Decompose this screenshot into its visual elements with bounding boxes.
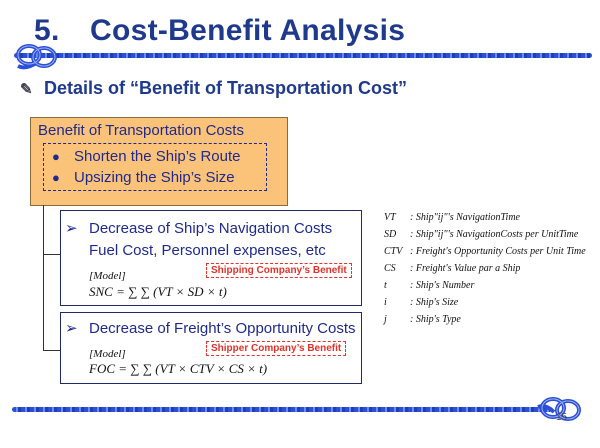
arrow-bullet-icon: ➢ bbox=[65, 220, 78, 237]
title-text: Cost-Benefit Analysis bbox=[90, 14, 406, 47]
legend-item: CTV: Freight's Opportunity Costs per Uni… bbox=[384, 246, 586, 257]
legend-item: CS: Freight's Value par a Ship bbox=[384, 263, 521, 274]
subtitle: ✎ Details of “Benefit of Transportation C… bbox=[20, 78, 407, 99]
shipper-benefit-badge: Shipper Company’s Benefit bbox=[206, 341, 347, 356]
arrow-bullet-icon: ➢ bbox=[65, 320, 78, 337]
legend-item: t: Ship's Number bbox=[384, 280, 475, 291]
freight-cost-box: ➢ Decrease of Freight’s Opportunity Costs… bbox=[60, 312, 362, 384]
benefit-list: ● Shorten the Ship’s Route ● Upsizing the … bbox=[43, 143, 267, 191]
rope-knot-icon bbox=[16, 44, 57, 70]
slide-title: 5. Cost-Benefit Analysis bbox=[34, 14, 405, 48]
rope-knot-icon bbox=[537, 397, 581, 421]
section-number: 5. bbox=[34, 14, 60, 47]
model-label: [Model] bbox=[89, 270, 126, 282]
subtitle-text: Details of “Benefit of Transportation Co… bbox=[44, 78, 408, 98]
list-item: ● Upsizing the Ship’s Size bbox=[52, 169, 235, 186]
top-rope-divider bbox=[14, 53, 592, 58]
benefit-box-title: Benefit of Transportation Costs bbox=[38, 122, 244, 139]
bullet-icon: ● bbox=[52, 170, 60, 185]
navigation-detail: Fuel Cost, Personnel expenses, etc bbox=[89, 242, 326, 259]
navigation-formula: SNC = ∑ ∑ (VT × SD × t) bbox=[89, 284, 227, 299]
navigation-cost-box: ➢ Decrease of Ship’s Navigation Costs Fue… bbox=[60, 210, 362, 306]
freight-formula: FOC = ∑ ∑ (VT × CTV × CS × t) bbox=[89, 361, 268, 376]
benefit-box: Benefit of Transportation Costs ● Shorten… bbox=[30, 117, 288, 206]
legend-item: i: Ship's Size bbox=[384, 297, 459, 308]
bottom-rope-divider bbox=[12, 407, 552, 412]
model-label: [Model] bbox=[89, 348, 126, 360]
shipping-benefit-badge: Shipping Company’s Benefit bbox=[206, 263, 352, 278]
legend-item: j: Ship's Type bbox=[384, 314, 461, 325]
tree-branch-2 bbox=[43, 350, 60, 351]
bullet-icon: ● bbox=[52, 149, 60, 164]
navigation-heading: ➢ Decrease of Ship’s Navigation Costs bbox=[65, 220, 333, 237]
page-number: 15 bbox=[556, 412, 568, 423]
legend-item: VT: Ship"ij"'s NavigationTime bbox=[384, 212, 520, 223]
list-item: ● Shorten the Ship’s Route bbox=[52, 148, 241, 165]
freight-heading: ➢ Decrease of Freight’s Opportunity Costs bbox=[65, 320, 356, 337]
tree-connector bbox=[43, 205, 44, 351]
variable-legend: VT: Ship"ij"'s NavigationTime SD: Ship"i… bbox=[384, 212, 596, 331]
legend-item: SD: Ship"ij"'s NavigationCosts per UnitT… bbox=[384, 229, 579, 240]
check-arrow-icon: ✎ bbox=[20, 81, 33, 98]
tree-branch-1 bbox=[43, 254, 60, 255]
